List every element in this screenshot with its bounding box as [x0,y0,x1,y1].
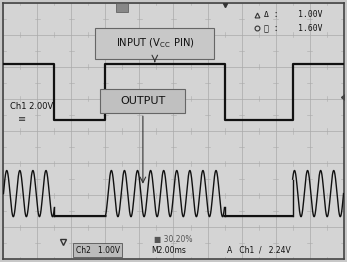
Text: Ch1 2.00V: Ch1 2.00V [10,102,53,111]
FancyBboxPatch shape [95,28,214,59]
Text: M2.00ms: M2.00ms [151,245,186,255]
Text: ≡: ≡ [18,114,26,124]
Text: Ⓞ :    1.60V: Ⓞ : 1.60V [264,23,322,32]
FancyBboxPatch shape [100,89,185,113]
Text: A   Ch1  /   2.24V: A Ch1 / 2.24V [227,245,290,255]
Text: OUTPUT: OUTPUT [120,96,166,106]
Text: ■ 30.20%: ■ 30.20% [154,235,193,244]
Bar [116,3,128,12]
FancyBboxPatch shape [73,243,122,257]
Text: Ch2   1.00V: Ch2 1.00V [76,245,120,255]
Text: Δ :    1.00V: Δ : 1.00V [264,10,322,19]
Text: INPUT (V$_{\mathregular{CC}}$ PIN): INPUT (V$_{\mathregular{CC}}$ PIN) [116,37,194,50]
